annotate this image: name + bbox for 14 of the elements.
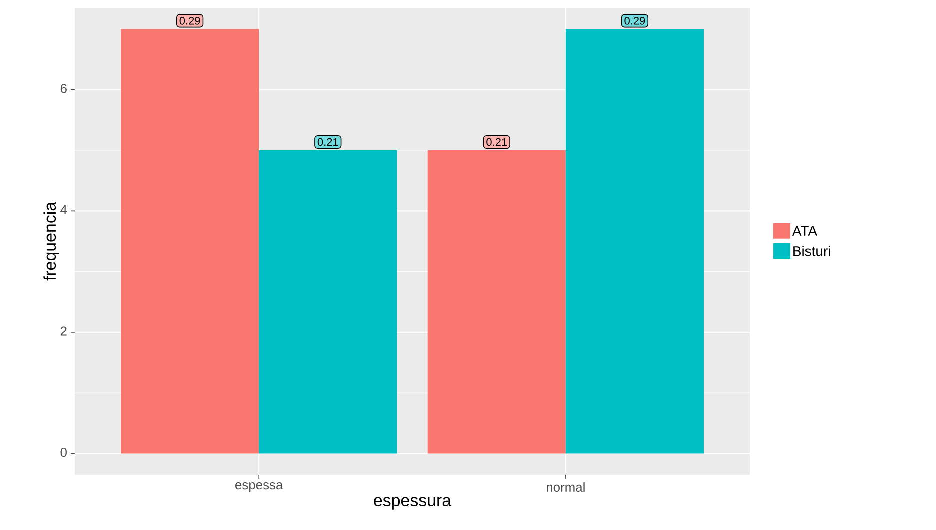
legend-label: Bisturi	[794, 246, 830, 256]
annotation: 0.21	[318, 138, 338, 146]
legend-label: ATA	[792, 226, 818, 236]
annotation: 0.21	[486, 138, 508, 146]
y-tick-label: 0	[60, 448, 67, 458]
y-tick-label: 2	[60, 326, 67, 336]
y-tick-label: 6	[60, 84, 67, 94]
annotation: 0.29	[624, 17, 646, 25]
y-axis-title: frequencia	[44, 202, 60, 281]
y-tick-label: 4	[60, 205, 68, 214]
annotation: 0.29	[180, 17, 200, 25]
x-tick-label: espessa	[236, 482, 284, 492]
x-tick-label: normal	[546, 482, 585, 492]
x-axis-title: espessura	[374, 497, 452, 510]
